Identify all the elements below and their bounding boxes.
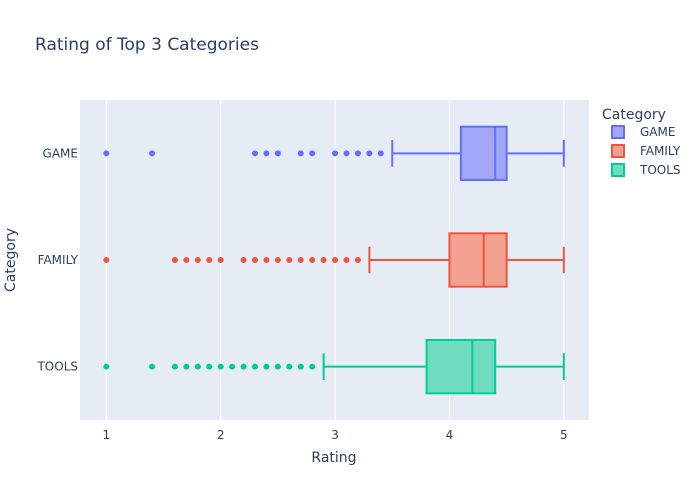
outlier-point — [103, 363, 110, 370]
legend[interactable]: Category GAME FAMILY TOOLS — [602, 107, 681, 177]
outlier-point — [274, 257, 281, 263]
box-trace-tools[interactable] — [103, 339, 565, 395]
legend-label: TOOLS — [639, 163, 681, 177]
outlier-point — [171, 363, 178, 370]
iqr-box — [425, 339, 497, 395]
outlier-point — [206, 257, 213, 263]
x-tick-label: 4 — [446, 428, 454, 442]
y-axis-ticks: GAME FAMILY TOOLS — [36, 146, 78, 373]
x-tick-label: 2 — [217, 428, 225, 442]
y-tick-label: GAME — [43, 146, 78, 160]
legend-label: GAME — [640, 125, 675, 139]
legend-title: Category — [602, 107, 666, 123]
outlier-point — [194, 257, 201, 263]
outlier-point — [297, 150, 304, 157]
legend-swatch — [611, 144, 625, 158]
outlier-point — [286, 257, 293, 263]
boxes — [103, 125, 565, 395]
outlier-point — [183, 257, 190, 263]
outlier-point — [354, 150, 361, 157]
outlier-point — [377, 150, 384, 157]
legend-swatch — [611, 163, 625, 177]
outlier-point — [274, 363, 281, 370]
legend-item-tools[interactable]: TOOLS — [611, 163, 681, 177]
outlier-point — [332, 150, 339, 157]
outlier-point — [240, 257, 247, 263]
outlier-point — [217, 257, 224, 263]
iqr-box — [459, 125, 508, 181]
outlier-point — [183, 363, 190, 370]
x-tick-label: 5 — [560, 428, 568, 442]
box-trace-game[interactable] — [103, 125, 565, 181]
outlier-point — [229, 363, 236, 370]
x-tick-label: 1 — [102, 428, 110, 442]
outlier-point — [252, 363, 259, 370]
outlier-point — [309, 363, 316, 370]
x-axis-ticks: 1 2 3 4 5 — [102, 428, 567, 442]
iqr-box — [448, 232, 508, 288]
outlier-point — [263, 257, 270, 263]
y-axis-title: Category — [3, 228, 19, 292]
chart-title: Rating of Top 3 Categories — [35, 35, 259, 55]
outlier-point — [263, 150, 270, 157]
outlier-point — [194, 363, 201, 370]
outlier-point — [149, 150, 156, 157]
outlier-point — [171, 257, 178, 263]
outlier-point — [149, 363, 156, 370]
outlier-point — [252, 150, 259, 157]
outlier-point — [309, 150, 316, 157]
outlier-point — [297, 257, 304, 263]
outlier-point — [366, 150, 373, 157]
x-tick-label: 3 — [331, 428, 339, 442]
outlier-point — [332, 257, 339, 263]
y-tick-label: TOOLS — [36, 360, 78, 374]
outlier-point — [320, 257, 327, 263]
box-trace-family[interactable] — [103, 232, 565, 288]
x-axis-title: Rating — [311, 450, 356, 466]
legend-item-game[interactable]: GAME — [611, 125, 675, 139]
outlier-point — [354, 257, 361, 263]
outlier-point — [240, 363, 247, 370]
outlier-point — [297, 363, 304, 370]
outlier-point — [309, 257, 316, 263]
outlier-point — [343, 150, 350, 157]
outlier-point — [252, 257, 259, 263]
outlier-point — [103, 257, 110, 263]
y-tick-label: FAMILY — [38, 253, 79, 267]
legend-label: FAMILY — [640, 144, 681, 158]
outlier-point — [343, 257, 350, 263]
outlier-point — [206, 363, 213, 370]
legend-swatch — [611, 125, 625, 139]
outlier-point — [274, 150, 281, 157]
outlier-point — [217, 363, 224, 370]
outlier-point — [263, 363, 270, 370]
outlier-point — [286, 363, 293, 370]
outlier-point — [103, 150, 110, 157]
legend-item-family[interactable]: FAMILY — [611, 144, 681, 158]
